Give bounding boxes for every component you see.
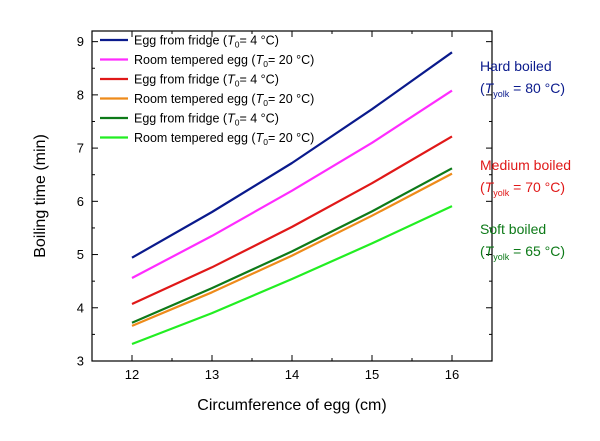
legend-label-subscript: 0 [235, 118, 240, 128]
legend-label-rest: = 4 °C) [239, 34, 278, 48]
legend-label-text: Egg from fridge ( [134, 34, 228, 48]
legend-label-symbol: T [256, 131, 265, 145]
annotation-open: ( [480, 179, 485, 195]
annotation-title: Soft boiled [480, 221, 546, 237]
annotation-temperature: (Tyolk = 80 °C) [480, 80, 565, 99]
legend-label-symbol: T [256, 92, 265, 106]
legend-label-subscript: 0 [263, 137, 268, 147]
axis-ticks: 12 13 14 15 16 3 4 5 6 7 8 9 [77, 31, 492, 382]
legend-label-rest: = 20 °C) [268, 92, 314, 106]
legend-label-text: Egg from fridge ( [134, 73, 228, 87]
annotation-symbol: T [485, 80, 495, 96]
annotation-symbol: T [485, 179, 495, 195]
legend-label: Room tempered egg (T0= 20 °C) [134, 92, 314, 108]
x-tick-label: 12 [125, 367, 139, 382]
annotation-temperature: (Tyolk = 65 °C) [480, 243, 565, 262]
series-line [131, 167, 453, 324]
legend-label-symbol: T [256, 53, 265, 67]
y-axis-label: Boiling time (min) [32, 134, 49, 258]
legend-label: Egg from fridge (T0= 4 °C) [134, 73, 279, 89]
x-tick-label: 14 [285, 367, 299, 382]
legend-label-text: Room tempered egg ( [134, 53, 256, 67]
y-tick-label: 3 [77, 354, 84, 369]
annotations: Hard boiled(Tyolk = 80 °C)Medium boiled(… [480, 58, 571, 262]
legend-label-rest: = 20 °C) [268, 131, 314, 145]
series-line [131, 51, 453, 259]
annotation-temperature: (Tyolk = 70 °C) [480, 179, 565, 198]
annotation-rest: = 70 °C) [509, 179, 565, 195]
legend-label-text: Room tempered egg ( [134, 131, 256, 145]
legend-label-subscript: 0 [235, 40, 240, 50]
annotation-title: Medium boiled [480, 157, 571, 173]
annotation-open: ( [480, 80, 485, 96]
y-tick-label: 6 [77, 194, 84, 209]
series-line [131, 172, 453, 327]
legend-label: Egg from fridge (T0= 4 °C) [134, 34, 279, 50]
series-line [131, 135, 453, 305]
annotation-rest: = 65 °C) [509, 243, 565, 259]
legend-label-subscript: 0 [235, 79, 240, 89]
legend-label: Egg from fridge (T0= 4 °C) [134, 112, 279, 128]
legend-label-symbol: T [227, 34, 236, 48]
legend-label-symbol: T [227, 73, 236, 87]
annotation-subscript: yolk [493, 252, 510, 262]
x-axis-label: Circumference of egg (cm) [197, 397, 386, 414]
legend-label-symbol: T [227, 112, 236, 126]
y-tick-label: 8 [77, 87, 84, 102]
x-tick-label: 16 [445, 367, 459, 382]
legend-label-text: Egg from fridge ( [134, 112, 228, 126]
legend-label: Room tempered egg (T0= 20 °C) [134, 53, 314, 69]
series-lines [131, 51, 453, 346]
x-tick-label: 13 [205, 367, 219, 382]
legend-label-rest: = 20 °C) [268, 53, 314, 67]
series-line [131, 205, 453, 346]
annotation-rest: = 80 °C) [509, 80, 565, 96]
annotation-open: ( [480, 243, 485, 259]
y-tick-label: 7 [77, 141, 84, 156]
annotation-symbol: T [485, 243, 495, 259]
legend-label-text: Room tempered egg ( [134, 92, 256, 106]
y-tick-label: 4 [77, 300, 84, 315]
annotation-subscript: yolk [493, 89, 510, 99]
annotation-subscript: yolk [493, 188, 510, 198]
legend: Egg from fridge (T0= 4 °C)Room tempered … [100, 34, 314, 147]
legend-label-subscript: 0 [263, 59, 268, 69]
legend-label-rest: = 4 °C) [239, 112, 278, 126]
legend-label-subscript: 0 [263, 98, 268, 108]
series-line [131, 89, 453, 279]
y-tick-label: 9 [77, 34, 84, 49]
legend-label: Room tempered egg (T0= 20 °C) [134, 131, 314, 147]
legend-label-rest: = 4 °C) [239, 73, 278, 87]
annotation-title: Hard boiled [480, 58, 552, 74]
x-tick-label: 15 [365, 367, 379, 382]
y-tick-label: 5 [77, 247, 84, 262]
